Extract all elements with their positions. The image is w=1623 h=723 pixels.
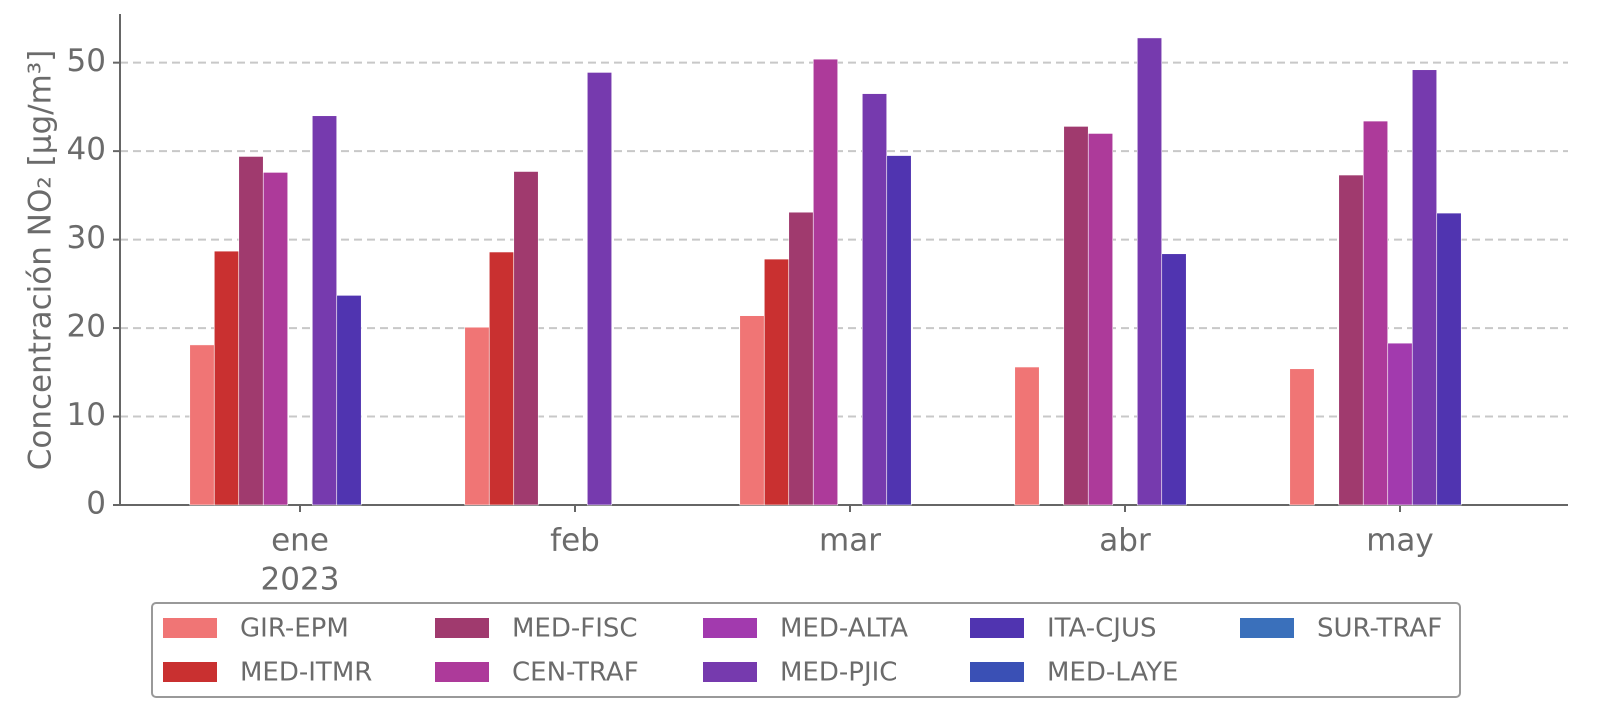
x-tick-label: may [1366, 523, 1434, 559]
bar [488, 251, 515, 506]
y-tick-label: 20 [67, 309, 106, 345]
bar [1136, 37, 1163, 506]
bar [1063, 126, 1089, 506]
x-tick-label: feb [550, 523, 600, 559]
bar [1338, 174, 1364, 506]
legend-label: ITA-CJUS [1047, 614, 1156, 644]
bar [311, 115, 338, 506]
y-tick-label: 10 [67, 397, 106, 433]
legend-label: SUR-TRAF [1317, 614, 1442, 644]
bar [1411, 69, 1438, 506]
bar [886, 155, 912, 506]
bar [238, 156, 264, 506]
bar [861, 93, 888, 506]
y-tick-label: 50 [67, 43, 106, 79]
bar [586, 72, 613, 506]
bar [1362, 120, 1389, 506]
x-tick-label: abr [1099, 523, 1151, 559]
legend-swatch [703, 618, 757, 638]
legend-swatch [163, 662, 217, 682]
y-tick-label: 40 [67, 132, 106, 168]
x-tick-label: mar [819, 523, 881, 559]
legend-swatch [1240, 618, 1294, 638]
x-year-label: 2023 [261, 562, 340, 598]
y-axis-label: Concentración NO₂ [μg/m³] [23, 50, 59, 471]
legend-swatch [163, 618, 217, 638]
legend-swatch [703, 662, 757, 682]
bar [213, 250, 240, 506]
legend-label: MED-LAYE [1047, 658, 1178, 688]
legend-swatch [970, 618, 1024, 638]
legend-swatch [435, 662, 489, 682]
bar [812, 58, 839, 506]
bar [464, 326, 490, 506]
legend-label: MED-ALTA [780, 614, 908, 644]
x-tick-label: ene [271, 523, 329, 559]
bar [788, 211, 814, 506]
legend-swatch [970, 662, 1024, 682]
legend-label: MED-ITMR [240, 658, 372, 688]
legend-label: MED-PJIC [780, 658, 897, 688]
bar [1387, 342, 1413, 506]
legend-label: GIR-EPM [240, 614, 349, 644]
bar [1289, 368, 1315, 506]
bar [1436, 212, 1462, 506]
bar [763, 258, 790, 506]
bar [262, 172, 289, 506]
bar [336, 295, 362, 506]
bar [1014, 366, 1040, 506]
bar [189, 344, 215, 506]
legend-label: CEN-TRAF [512, 658, 639, 688]
y-tick-label: 30 [67, 220, 106, 256]
bar [1087, 133, 1114, 506]
bar [1161, 253, 1187, 506]
bar [513, 171, 539, 506]
y-tick-label: 0 [86, 486, 106, 522]
bar [739, 315, 765, 506]
legend-label: MED-FISC [512, 614, 638, 644]
legend-swatch [435, 618, 489, 638]
